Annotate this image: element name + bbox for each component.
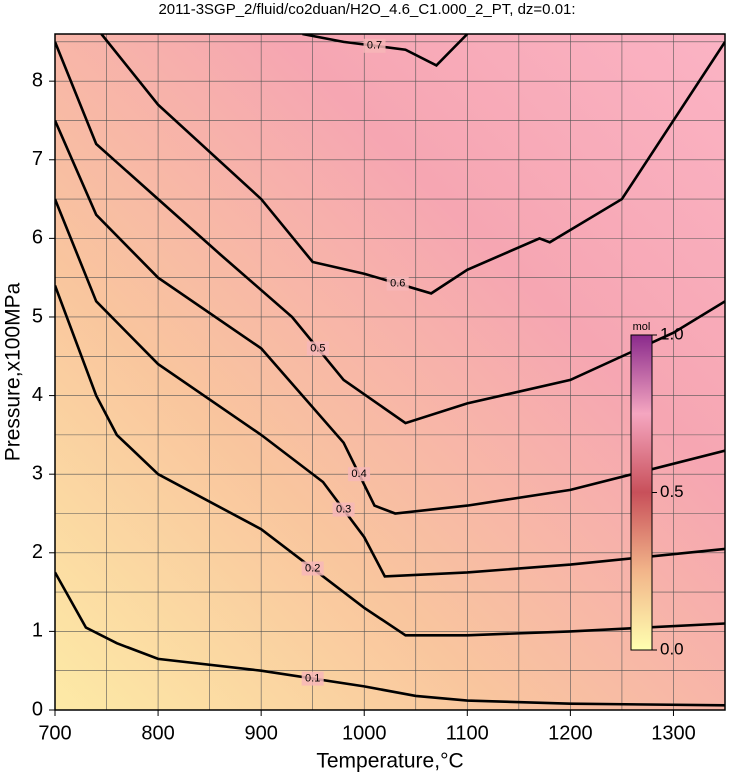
y-tick-label: 8 — [32, 69, 43, 91]
colorbar-label: mol — [633, 321, 651, 333]
y-tick-label: 3 — [32, 462, 43, 484]
contour-label-bg — [301, 671, 324, 686]
contour-label-bg — [348, 467, 371, 482]
y-tick-label: 7 — [32, 148, 43, 170]
plot-frame — [54, 33, 726, 711]
contour-line — [100, 34, 725, 295]
x-tick-label: 1200 — [548, 722, 593, 744]
x-tick-label: 1300 — [651, 722, 696, 744]
contour-label: 0.2 — [305, 562, 320, 574]
chart-title: 2011-3SGP_2/fluid/co2duan/H2O_4.6_C1.000… — [158, 1, 575, 18]
y-tick-label: 0 — [32, 698, 43, 720]
x-tick-label: 700 — [38, 722, 71, 744]
y-tick-label: 6 — [32, 227, 43, 249]
contour-label: 0.5 — [310, 342, 325, 354]
contour-line — [302, 34, 469, 67]
x-tick-label: 800 — [141, 722, 174, 744]
y-tick-label: 1 — [32, 620, 43, 642]
contour-label: 0.4 — [351, 468, 366, 480]
contour-label: 0.3 — [336, 503, 351, 515]
contour-label-bg — [301, 561, 324, 576]
contour-label: 0.1 — [305, 672, 320, 684]
colorbar-tick-label: 0.0 — [660, 639, 684, 658]
colorbar — [630, 334, 653, 651]
x-tick-label: 1100 — [446, 722, 489, 744]
plot-background — [55, 34, 725, 710]
contour-label: 0.7 — [367, 40, 382, 52]
y-tick-label: 5 — [32, 305, 43, 327]
x-tick-label: 900 — [244, 722, 277, 744]
contours: 0.1 0.2 0.3 0.4 0.5 0.6 0.7 — [55, 34, 725, 707]
contour-label-bg — [386, 276, 409, 291]
x-tick-label: 1000 — [342, 722, 387, 744]
x-axis-label: Temperature,°C — [316, 750, 463, 773]
contour-label-bg — [332, 502, 355, 517]
colorbar-tick-label: 0.5 — [660, 482, 684, 501]
contour-label-bg — [363, 38, 386, 53]
y-tick-label: 4 — [32, 384, 43, 406]
contour-label: 0.6 — [390, 277, 405, 289]
contour-line — [55, 41, 725, 425]
y-tick-label: 2 — [32, 541, 43, 563]
y-axis-label: Pressure,x100MPa — [2, 282, 25, 461]
contour-label-bg — [306, 341, 329, 356]
colorbar-tick-label: 1.0 — [660, 324, 684, 343]
